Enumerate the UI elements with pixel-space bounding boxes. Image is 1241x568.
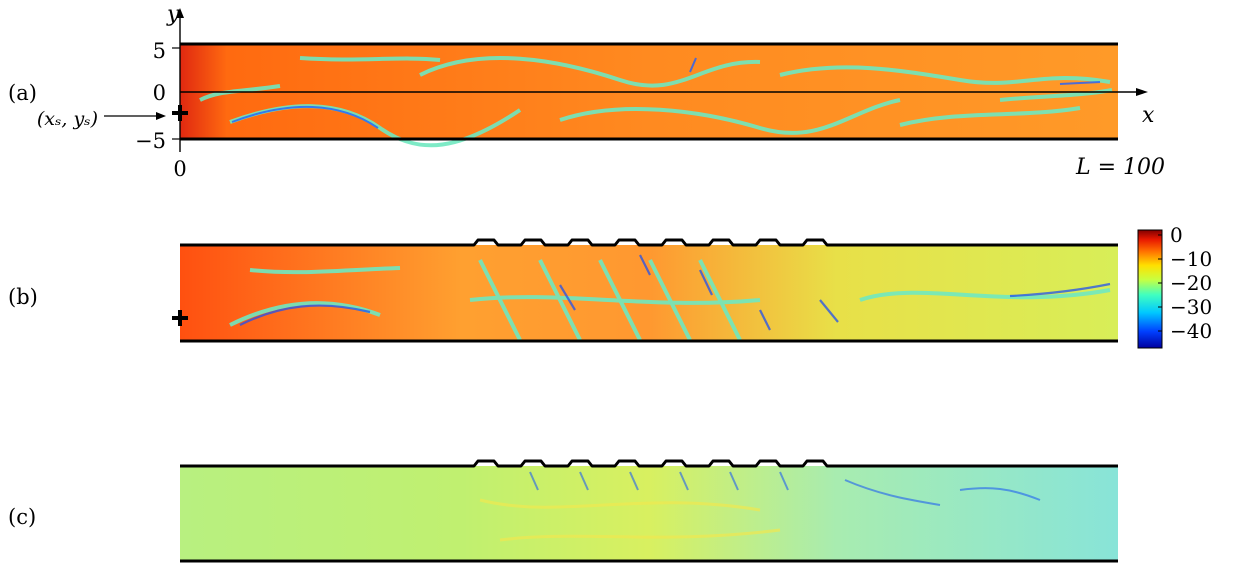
colorbar-tick-label: −30 (1170, 295, 1212, 319)
colorbar: 0−10−20−30−40 (1137, 223, 1212, 349)
axes: y x 5 0 −5 0 L = 100 (xₛ, yₛ) (37, 2, 1165, 181)
colorbar-tick-label: −10 (1170, 247, 1212, 271)
colorbar-tick-label: −20 (1170, 271, 1212, 295)
source-pointer-arrowhead (156, 112, 166, 120)
x-axis-symbol: x (1142, 103, 1155, 128)
field-map-c (180, 466, 1118, 561)
colorbar-tick-label: −40 (1170, 319, 1212, 343)
field-minima-c (529, 471, 1041, 506)
waveguide-top-wall-with-scatterers-c (180, 459, 1118, 468)
source-marker-b (172, 310, 188, 326)
y-tick-label-5: 5 (153, 39, 166, 63)
source-position-label: (xₛ, yₛ) (37, 108, 98, 130)
panel-label-a: (a) (8, 81, 37, 105)
colorbar-ticks: 0−10−20−30−40 (1158, 223, 1212, 343)
panel-label-b: (b) (8, 285, 38, 309)
x-origin-label: 0 (173, 157, 186, 181)
panel-b (172, 238, 1118, 343)
y-tick-label-0: 0 (153, 81, 166, 105)
field-texture-b (229, 259, 1111, 341)
x-axis-arrowhead (1136, 88, 1148, 96)
y-axis-arrowhead (176, 8, 184, 18)
colorbar-tick-label: 0 (1170, 223, 1183, 247)
panel-c (180, 459, 1118, 563)
field-texture-c (479, 498, 781, 542)
field-minima-a (231, 57, 1101, 129)
source-marker-a (172, 105, 188, 121)
field-minima-b (239, 254, 1111, 331)
field-map-b (180, 245, 1118, 341)
colorbar-gradient (1137, 229, 1163, 349)
length-label: L = 100 (1075, 155, 1165, 180)
panel-a (180, 42, 1118, 148)
waveguide-top-wall-with-scatterers-b (180, 238, 1118, 247)
y-tick-label-minus-5: −5 (135, 129, 166, 153)
panel-label-c: (c) (8, 505, 36, 529)
y-axis-symbol: y (166, 2, 180, 27)
